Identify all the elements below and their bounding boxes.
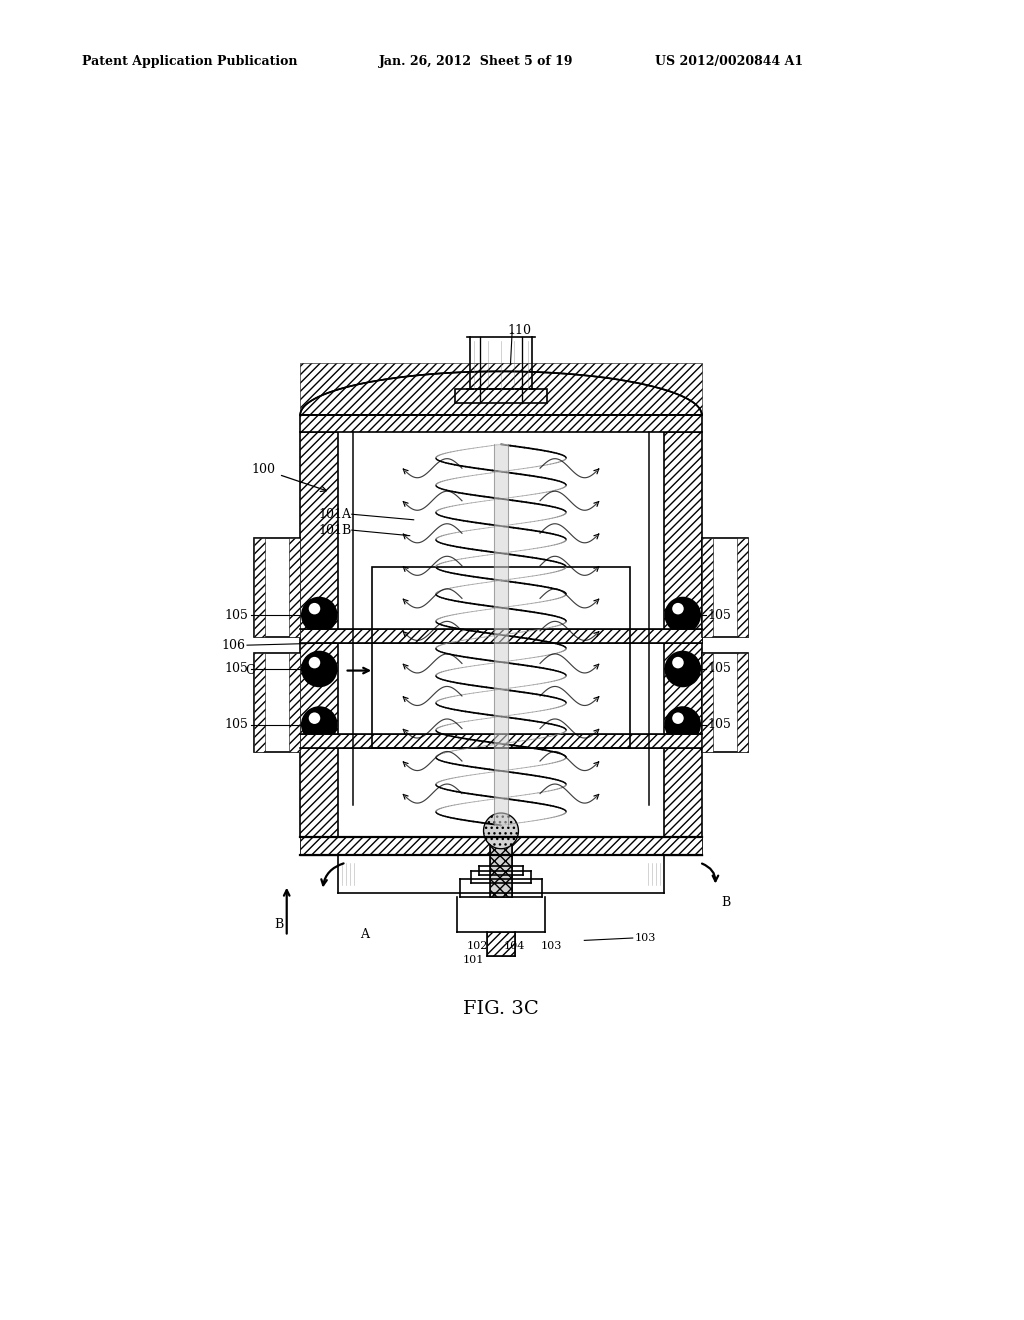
- Text: 103: 103: [541, 941, 562, 950]
- Polygon shape: [300, 371, 701, 414]
- Text: 100: 100: [251, 463, 275, 477]
- Text: 104: 104: [504, 941, 525, 950]
- Text: B: B: [274, 917, 284, 931]
- Circle shape: [672, 713, 684, 723]
- Circle shape: [308, 713, 321, 723]
- Text: Patent Application Publication: Patent Application Publication: [82, 55, 297, 69]
- Circle shape: [302, 598, 337, 632]
- Text: 101: 101: [463, 956, 484, 965]
- Circle shape: [302, 652, 337, 686]
- Polygon shape: [736, 537, 748, 636]
- Circle shape: [672, 657, 684, 668]
- Text: Jan. 26, 2012  Sheet 5 of 19: Jan. 26, 2012 Sheet 5 of 19: [379, 55, 573, 69]
- Polygon shape: [455, 389, 547, 403]
- Text: 101A: 101A: [318, 508, 351, 520]
- Polygon shape: [289, 652, 300, 752]
- Text: 102: 102: [467, 941, 487, 950]
- Circle shape: [308, 603, 321, 614]
- Text: 101B: 101B: [318, 524, 351, 537]
- Polygon shape: [483, 813, 518, 849]
- Text: 105: 105: [708, 718, 731, 731]
- Polygon shape: [701, 537, 713, 636]
- Polygon shape: [736, 652, 748, 752]
- Text: 105: 105: [708, 663, 731, 676]
- Text: FIG. 3C: FIG. 3C: [463, 1001, 539, 1019]
- Polygon shape: [254, 652, 300, 752]
- Text: 103: 103: [634, 933, 655, 942]
- Text: 105: 105: [224, 718, 249, 731]
- Circle shape: [666, 708, 700, 742]
- Circle shape: [666, 598, 700, 632]
- Circle shape: [308, 657, 321, 668]
- Text: 110: 110: [507, 323, 531, 337]
- Polygon shape: [300, 433, 338, 837]
- Text: US 2012/0020844 A1: US 2012/0020844 A1: [655, 55, 804, 69]
- Polygon shape: [300, 837, 701, 854]
- Polygon shape: [254, 537, 300, 636]
- Polygon shape: [701, 537, 748, 636]
- Circle shape: [302, 708, 337, 742]
- Circle shape: [672, 603, 684, 614]
- Text: 106: 106: [221, 639, 246, 652]
- Polygon shape: [486, 932, 515, 956]
- Polygon shape: [300, 628, 701, 643]
- Polygon shape: [701, 652, 713, 752]
- Polygon shape: [300, 734, 701, 748]
- Circle shape: [666, 652, 700, 686]
- Polygon shape: [254, 652, 265, 752]
- Polygon shape: [289, 537, 300, 636]
- Polygon shape: [664, 433, 701, 837]
- Text: C: C: [246, 664, 255, 677]
- Polygon shape: [489, 845, 512, 896]
- Polygon shape: [701, 652, 748, 752]
- Text: 105: 105: [224, 663, 249, 676]
- Text: 105: 105: [708, 609, 731, 622]
- Text: B: B: [721, 896, 730, 908]
- Polygon shape: [254, 537, 265, 636]
- Text: 105: 105: [224, 609, 249, 622]
- Polygon shape: [300, 414, 701, 433]
- Text: A: A: [360, 928, 369, 941]
